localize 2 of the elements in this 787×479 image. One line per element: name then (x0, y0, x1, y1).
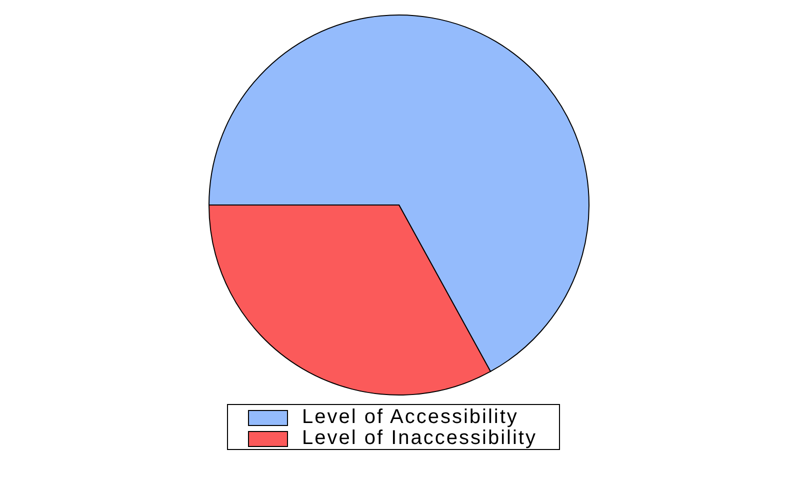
legend-label: Level of Inaccessibility (302, 427, 537, 449)
legend-label: Level of Accessibility (302, 406, 518, 428)
